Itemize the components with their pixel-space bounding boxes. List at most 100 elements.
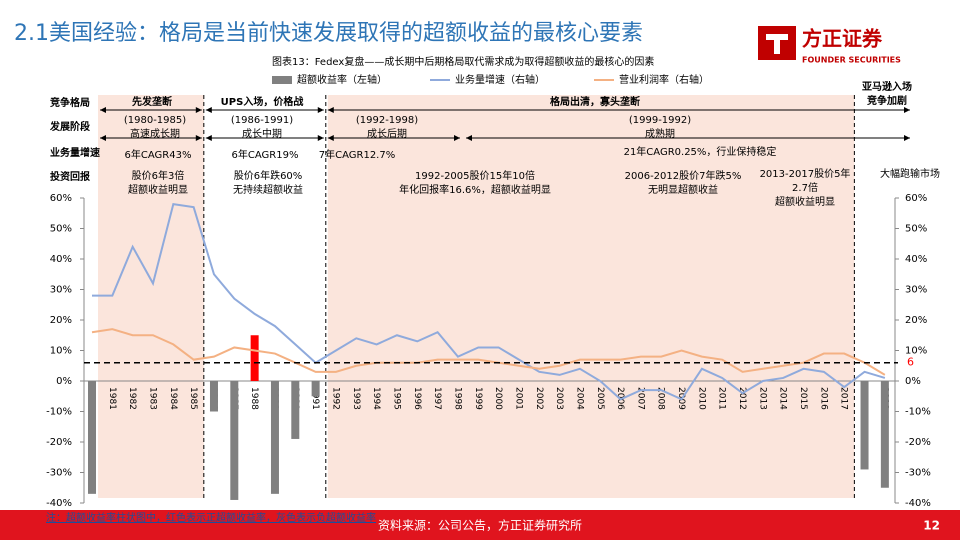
y-tick-label: -20% — [46, 437, 72, 448]
bar — [209, 381, 218, 412]
bar — [88, 381, 96, 494]
annotation: (1986-1991) — [231, 115, 293, 126]
y-tick-label: 50% — [50, 224, 72, 235]
x-tick-label: 1997 — [432, 387, 442, 410]
arrowhead — [904, 107, 910, 113]
row-label: 发展阶段 — [49, 120, 90, 133]
x-tick-label: 1998 — [452, 387, 462, 410]
annotation: 6年CAGR43% — [125, 148, 192, 161]
x-tick-label: 1983 — [147, 387, 157, 410]
y2-tick-label: 60% — [905, 193, 927, 204]
x-tick-label: 1999 — [473, 387, 483, 410]
x-tick-label: 2011 — [717, 387, 727, 410]
arrowhead — [904, 135, 910, 141]
x-tick-label: 2004 — [574, 387, 584, 410]
annotation: (1980-1985) — [124, 115, 186, 126]
logo-cn: 方正证券 — [802, 27, 883, 51]
annotation: 股价6年3倍 — [132, 169, 185, 182]
annotation: 无明显超额收益 — [648, 183, 718, 196]
shade — [327, 95, 855, 498]
arrowhead — [327, 107, 334, 113]
bar — [311, 381, 320, 397]
x-tick-label: 2010 — [696, 387, 706, 410]
legend-label: 超额收益率（左轴） — [297, 73, 387, 86]
y-tick-label: 10% — [50, 346, 72, 357]
x-tick-label: 2013 — [757, 387, 767, 410]
slide-title: 2.1美国经验：格局是当前快速发展取得的超额收益的最核心要素 — [14, 21, 643, 46]
x-tick-label: 2017 — [839, 387, 849, 410]
row-label: 竞争格局 — [49, 96, 90, 109]
y-tick-label: 20% — [50, 315, 72, 326]
x-tick-label: 1985 — [188, 387, 198, 410]
y-tick-label: -30% — [46, 468, 72, 479]
y2-tick-label: -30% — [905, 468, 931, 479]
x-tick-label: 2015 — [798, 387, 808, 410]
annotation: 股价6年跌60% — [234, 169, 303, 182]
row-label: 业务量增速 — [50, 146, 100, 159]
row-label: 投资回报 — [50, 170, 90, 183]
x-tick-label: 2016 — [818, 387, 828, 410]
x-tick-label: 1992 — [330, 387, 340, 410]
x-tick-label: 2012 — [737, 387, 747, 410]
arrowhead — [100, 135, 106, 141]
x-tick-label: 2005 — [595, 387, 605, 410]
y-tick-label: -10% — [46, 407, 72, 418]
x-tick-label: 2014 — [778, 387, 788, 410]
annotation: 先发垄断 — [132, 95, 172, 108]
arrowhead — [454, 135, 460, 141]
annotation: 2013-2017股价5年 — [760, 167, 851, 180]
annotation: 21年CAGR0.25%，行业保持稳定 — [624, 145, 777, 158]
x-tick-label: 1991 — [310, 387, 320, 410]
x-tick-label: 2003 — [554, 387, 564, 410]
line — [92, 202, 886, 401]
x-tick-label: 2001 — [513, 387, 523, 410]
annotation: 高速成长期 — [130, 127, 180, 140]
annotation: 大幅跑输市场 — [880, 167, 940, 180]
chart-subtitle: 图表13：Fedex复盘——成长期中后期格局取代需求成为取得超额收益的最核心的因… — [272, 55, 654, 68]
x-tick-label: 2007 — [635, 387, 645, 410]
arrowhead — [466, 135, 472, 141]
logo-glyph — [766, 34, 788, 54]
y2-tick-label: -10% — [905, 407, 931, 418]
annotation: 年化回报率16.6%，超额收益明显 — [399, 183, 551, 196]
annotation: 1992-2005股价15年10倍 — [415, 169, 535, 182]
bar — [250, 335, 259, 381]
shade — [98, 95, 204, 498]
line — [91, 328, 886, 376]
note: 注：超额收益率柱状图中，红色表示正超额收益率，灰色表示负超额收益率 — [46, 511, 376, 524]
arrowhead — [195, 135, 202, 141]
annotation: 2006-2012股价7年跌5% — [625, 169, 742, 182]
bar — [230, 381, 239, 500]
arrowhead — [205, 107, 212, 113]
annotation: 成长中期 — [242, 127, 282, 140]
y-tick-label: -40% — [46, 498, 72, 509]
y2-tick-label: 0% — [905, 376, 921, 387]
y2-tick-label: -40% — [905, 498, 931, 509]
legend-label: 业务量增速（右轴） — [455, 73, 545, 86]
reference-label: 6 — [907, 356, 914, 369]
y-tick-label: 0% — [56, 376, 72, 387]
annotation: 2.7倍 — [792, 181, 818, 194]
y2-tick-label: 10% — [905, 346, 927, 357]
arrowhead — [195, 107, 202, 113]
x-tick-label: 1984 — [168, 387, 178, 410]
arrowhead — [317, 135, 324, 141]
source: 资料来源：公司公告，方正证券研究所 — [378, 518, 582, 533]
y-tick-label: 60% — [50, 193, 72, 204]
annotation: 超额收益明显 — [775, 195, 835, 208]
arrowhead — [100, 107, 106, 113]
y-tick-label: 30% — [50, 285, 72, 296]
bar — [291, 381, 300, 439]
x-tick-label: 1982 — [127, 387, 137, 410]
x-tick-label: 2008 — [656, 387, 666, 410]
page-number: 12 — [923, 519, 940, 533]
footer-band — [0, 510, 960, 540]
arrowhead — [317, 107, 324, 113]
y2-tick-label: 30% — [905, 285, 927, 296]
arrowhead — [205, 135, 212, 141]
annotation: 超额收益明显 — [128, 183, 188, 196]
x-tick-label: 1995 — [391, 387, 401, 410]
logo-en: FOUNDER SECURITIES — [802, 56, 901, 65]
legend-label: 营业利润率（右轴） — [619, 73, 709, 86]
bar — [270, 381, 279, 494]
